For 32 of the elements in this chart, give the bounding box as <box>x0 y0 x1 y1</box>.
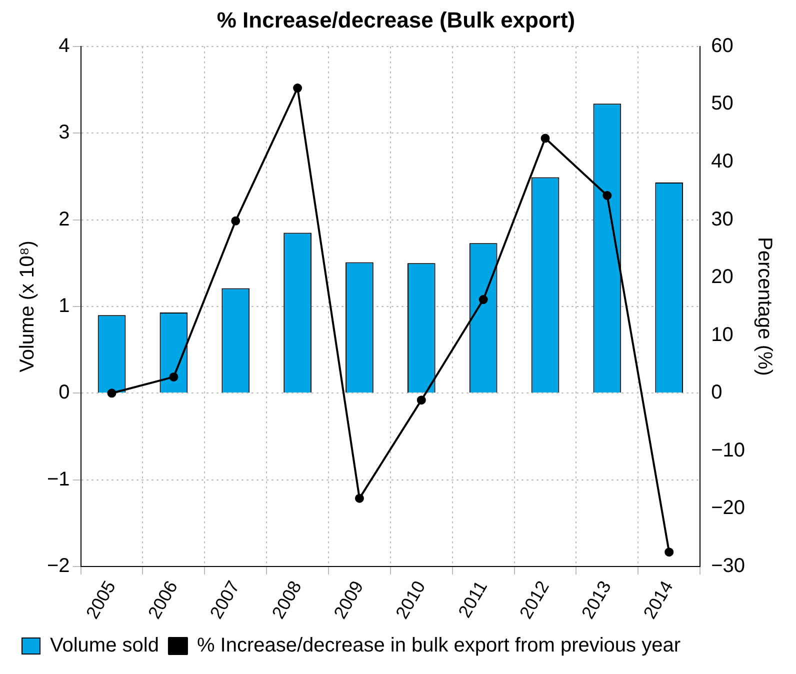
y2-tick-label: 30 <box>711 208 734 230</box>
y2-tick-label: 20 <box>711 266 734 288</box>
y-tick-label: 3 <box>58 122 70 144</box>
point <box>664 548 674 557</box>
point <box>540 134 550 143</box>
point <box>602 191 612 200</box>
point <box>354 494 364 503</box>
y-tick-label: 4 <box>58 34 70 57</box>
y-axis-title: Volume (x 10⁸) <box>16 240 39 372</box>
y2-tick-label: 60 <box>711 34 734 57</box>
point <box>293 84 302 93</box>
point <box>169 372 178 382</box>
legend-label: % Increase/decrease in bulk export from previous year <box>196 634 681 657</box>
y2-tick-label: −10 <box>711 439 746 462</box>
y-tick-label: −1 <box>46 468 70 490</box>
legend-label: Volume sold <box>50 634 159 657</box>
y-tick-label: −2 <box>46 555 70 578</box>
y2-axis-title: Percentage (%) <box>753 236 776 376</box>
point <box>478 295 488 304</box>
y2-tick-label: 0 <box>711 382 722 404</box>
chart-title: % Increase/decrease (Bulk export) <box>216 7 576 32</box>
y-tick-label: 1 <box>58 294 70 317</box>
point <box>107 388 116 398</box>
point <box>231 216 240 226</box>
point <box>416 396 426 405</box>
y2-tick-label: 50 <box>711 92 734 115</box>
y2-tick-label: 10 <box>711 324 734 346</box>
y2-tick-label: −20 <box>711 497 746 520</box>
y-tick-label: 2 <box>58 208 70 230</box>
y2-tick-label: −30 <box>711 555 746 578</box>
y2-tick-label: 40 <box>711 150 734 172</box>
y-tick-label: 0 <box>58 382 70 404</box>
